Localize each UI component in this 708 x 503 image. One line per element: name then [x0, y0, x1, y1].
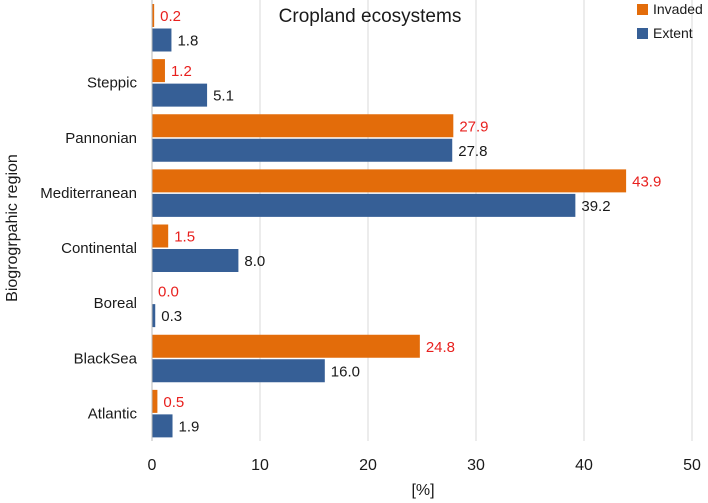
category-label: Mediterranean	[40, 185, 137, 202]
invaded-bar	[152, 389, 158, 413]
invaded-value-label: 0.0	[158, 284, 179, 301]
category-label: Boreal	[94, 295, 137, 312]
extent-bar	[152, 359, 325, 383]
category-label: Atlantic	[88, 405, 138, 422]
x-tick-label: 20	[359, 457, 377, 474]
y-axis-label: Biogrogrpahic region	[4, 154, 21, 302]
chart-title: Cropland ecosystems	[279, 6, 462, 27]
extent-bar	[152, 28, 172, 52]
invaded-bar	[152, 59, 165, 83]
extent-bar	[152, 304, 156, 328]
invaded-legend-label: Invaded	[653, 1, 703, 17]
invaded-value-label: 43.9	[632, 173, 661, 190]
extent-value-label: 1.8	[177, 33, 198, 50]
invaded-bar	[152, 224, 169, 248]
invaded-value-label: 24.8	[426, 339, 455, 356]
category-label: BlackSea	[74, 350, 138, 367]
x-tick-labels: 0 10 20 30 40 50	[148, 457, 701, 474]
extent-value-label: 16.0	[331, 363, 360, 380]
invaded-bar	[152, 4, 155, 27]
extent-legend-swatch	[637, 28, 648, 39]
category-label: Pannonian	[65, 130, 137, 147]
invaded-value-label: 0.2	[160, 8, 181, 25]
bar-series	[152, 4, 627, 438]
extent-value-label: 1.9	[179, 418, 200, 435]
legend: Invaded Extent	[637, 1, 703, 41]
extent-legend-label: Extent	[653, 25, 693, 41]
extent-value-label: 0.3	[161, 308, 182, 325]
extent-value-label: 5.1	[213, 88, 234, 105]
invaded-legend-swatch	[637, 4, 648, 15]
value-labels: 0.2 1.8 1.2 5.1 27.9 27.8 43.9 39.2 1.5 8.0 0.0 0.3…	[158, 8, 661, 435]
invaded-bar	[152, 334, 420, 358]
extent-value-label: 8.0	[244, 253, 265, 270]
extent-value-label: 27.8	[458, 143, 487, 160]
x-tick-label: 40	[575, 457, 593, 474]
invaded-bar	[152, 114, 454, 138]
extent-bar	[152, 193, 576, 217]
invaded-value-label: 1.5	[174, 229, 195, 246]
x-tick-label: 0	[148, 457, 157, 474]
invaded-value-label: 27.9	[459, 118, 488, 135]
extent-bar	[152, 83, 208, 107]
invaded-bar	[152, 169, 627, 193]
category-label: Continental	[61, 240, 137, 257]
extent-value-label: 39.2	[581, 198, 610, 215]
x-tick-label: 50	[683, 457, 701, 474]
extent-bar	[152, 138, 453, 162]
category-label: Steppic	[87, 75, 138, 92]
extent-bar	[152, 249, 239, 272]
extent-bar	[152, 414, 173, 438]
x-tick-label: 10	[251, 457, 269, 474]
category-labels: Steppic Pannonian Mediterranean Continental…	[40, 75, 137, 423]
invaded-value-label: 1.2	[171, 63, 192, 80]
invaded-value-label: 0.5	[163, 394, 184, 411]
x-axis-label: [%]	[411, 482, 434, 499]
x-tick-label: 30	[467, 457, 485, 474]
